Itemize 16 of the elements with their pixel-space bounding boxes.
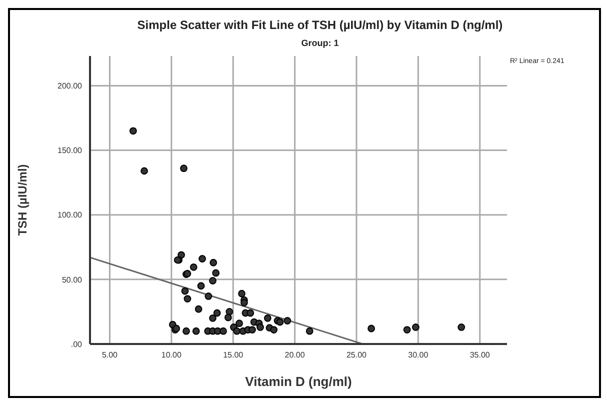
y-axis-title: TSH (µIU/ml): [15, 164, 30, 236]
x-tick-label: 25.00: [346, 350, 368, 360]
y-tick-label: 100.00: [58, 210, 83, 220]
y-tick-label: 150.00: [58, 146, 83, 156]
chart-title: Simple Scatter with Fit Line of TSH (µIU/ml) by Vitamin D (ng/ml): [136, 18, 504, 32]
x-tick-label: 15.00: [223, 350, 244, 360]
chart-subtitle: Group: 1: [300, 38, 340, 48]
x-tick-label: 20.00: [284, 350, 306, 360]
y-tick-label: 200.00: [58, 82, 83, 91]
y-tick-label: .00: [70, 340, 83, 349]
x-tick-label: 35.00: [470, 350, 490, 360]
x-tick-label: 10.00: [161, 350, 182, 360]
x-tick-label: 5.00: [102, 350, 118, 360]
x-axis-title: Vitamin D (ng/ml): [245, 374, 352, 389]
x-tick-label: 30.00: [408, 350, 429, 360]
y-tick-label: 50.00: [62, 275, 83, 284]
